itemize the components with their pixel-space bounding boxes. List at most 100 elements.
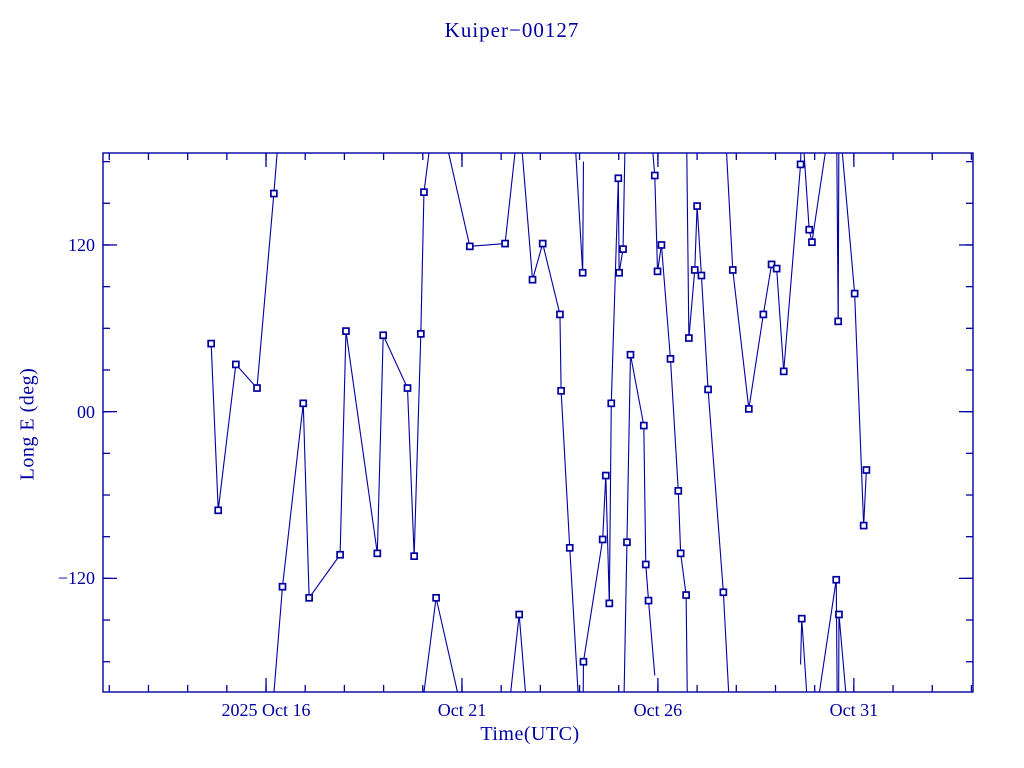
data-point-marker bbox=[299, 399, 308, 408]
data-point-marker bbox=[639, 421, 648, 430]
data-line-segment bbox=[518, 614, 526, 692]
data-point-marker bbox=[693, 202, 701, 210]
data-point-marker bbox=[556, 310, 564, 319]
data-point-marker bbox=[614, 174, 623, 183]
data-point-marker bbox=[270, 189, 278, 198]
x-tick-label: Oct 31 bbox=[829, 700, 879, 720]
data-line-segment bbox=[838, 614, 847, 692]
data-point-marker bbox=[232, 360, 240, 369]
x-tick-label: 2025 Oct 16 bbox=[221, 700, 311, 720]
data-point-marker bbox=[834, 317, 843, 326]
data-line-segment bbox=[281, 403, 304, 587]
y-tick-label: 00 bbox=[77, 401, 95, 422]
data-point-marker bbox=[650, 171, 659, 180]
x-tick-label: Oct 21 bbox=[437, 700, 487, 720]
data-line-segment bbox=[339, 331, 347, 555]
data-point-marker bbox=[728, 266, 737, 274]
data-line-segment bbox=[413, 333, 422, 557]
data-line-segment bbox=[302, 403, 310, 598]
data-point-marker bbox=[278, 582, 287, 591]
data-point-marker bbox=[850, 289, 859, 298]
data-line-segment bbox=[308, 554, 341, 599]
y-tick-label: −120 bbox=[57, 568, 95, 589]
data-line-segment bbox=[605, 475, 610, 604]
data-point-marker bbox=[615, 268, 623, 277]
x-tick-label: Oct 26 bbox=[633, 700, 683, 720]
data-line-segment bbox=[622, 153, 626, 250]
data-line-segment bbox=[345, 331, 378, 554]
data-point-marker bbox=[657, 241, 666, 249]
data-point-marker bbox=[685, 334, 693, 342]
data-point-marker bbox=[410, 552, 419, 560]
data-point-marker bbox=[557, 386, 565, 395]
data-line-segment bbox=[800, 153, 802, 165]
data-line-segment bbox=[722, 592, 730, 692]
plot-frame bbox=[102, 152, 974, 693]
data-point-marker bbox=[797, 614, 806, 623]
data-point-marker bbox=[605, 599, 614, 608]
data-point-marker bbox=[862, 466, 871, 474]
data-line-segment bbox=[602, 475, 607, 540]
data-line-segment bbox=[762, 264, 773, 315]
data-line-segment bbox=[273, 586, 284, 692]
data-line-segment bbox=[688, 269, 696, 339]
data-point-marker bbox=[759, 310, 768, 319]
data-line-segment bbox=[841, 153, 856, 294]
data-line-segment bbox=[629, 354, 645, 426]
data-point-marker bbox=[676, 549, 685, 558]
data-point-marker bbox=[808, 238, 816, 247]
data-line-segment bbox=[448, 153, 471, 247]
data-line-segment bbox=[726, 153, 734, 270]
data-line-segment bbox=[694, 206, 698, 270]
axis-ticks bbox=[103, 153, 973, 692]
data-point-marker bbox=[336, 550, 344, 559]
data-point-marker bbox=[719, 588, 728, 597]
data-line-segment bbox=[504, 153, 516, 244]
data-point-marker bbox=[779, 367, 788, 376]
data-point-marker bbox=[835, 610, 843, 619]
data-line-segment bbox=[217, 364, 237, 511]
y-tick-label: 120 bbox=[68, 234, 95, 255]
data-point-marker bbox=[528, 275, 537, 284]
data-line-segment bbox=[618, 249, 624, 273]
data-line-segment bbox=[686, 153, 690, 339]
data-point-marker bbox=[403, 384, 412, 392]
data-line-segment bbox=[677, 490, 682, 554]
data-point-marker bbox=[859, 521, 868, 530]
data-point-marker bbox=[796, 160, 805, 169]
data-line-segment bbox=[469, 243, 506, 247]
data-line-segment bbox=[542, 243, 561, 315]
data-line-segment bbox=[575, 153, 584, 273]
data-point-marker bbox=[767, 260, 776, 269]
data-point-marker bbox=[465, 242, 474, 251]
data-line-segment bbox=[560, 390, 571, 548]
data-point-marker bbox=[653, 267, 662, 276]
data-point-marker bbox=[578, 268, 587, 277]
data-line-segment bbox=[863, 469, 867, 526]
data-line-segment bbox=[783, 164, 802, 372]
data-line-segment bbox=[838, 614, 840, 692]
data-line-segment bbox=[582, 661, 585, 692]
data-line-segment bbox=[610, 178, 619, 404]
data-point-marker bbox=[641, 560, 650, 569]
data-point-marker bbox=[607, 399, 616, 408]
data-line-segment bbox=[652, 153, 656, 176]
data-line-segment bbox=[647, 600, 656, 676]
data-point-marker bbox=[565, 543, 574, 552]
data-line-segment bbox=[623, 542, 628, 692]
data-line-segment bbox=[435, 597, 459, 692]
data-line-segment bbox=[569, 547, 579, 692]
data-point-marker bbox=[704, 385, 712, 394]
data-point-marker bbox=[690, 266, 699, 274]
data-line-segment bbox=[811, 153, 826, 243]
data-line-segment bbox=[803, 153, 810, 230]
data-point-marker bbox=[207, 339, 216, 348]
data-line-segment bbox=[656, 244, 662, 272]
data-point-marker bbox=[538, 239, 547, 248]
data-line-segment bbox=[617, 178, 620, 273]
data-line-segment bbox=[643, 425, 647, 565]
data-point-marker bbox=[619, 245, 627, 253]
data-line-segment bbox=[626, 354, 632, 543]
data-point-marker bbox=[579, 657, 588, 666]
